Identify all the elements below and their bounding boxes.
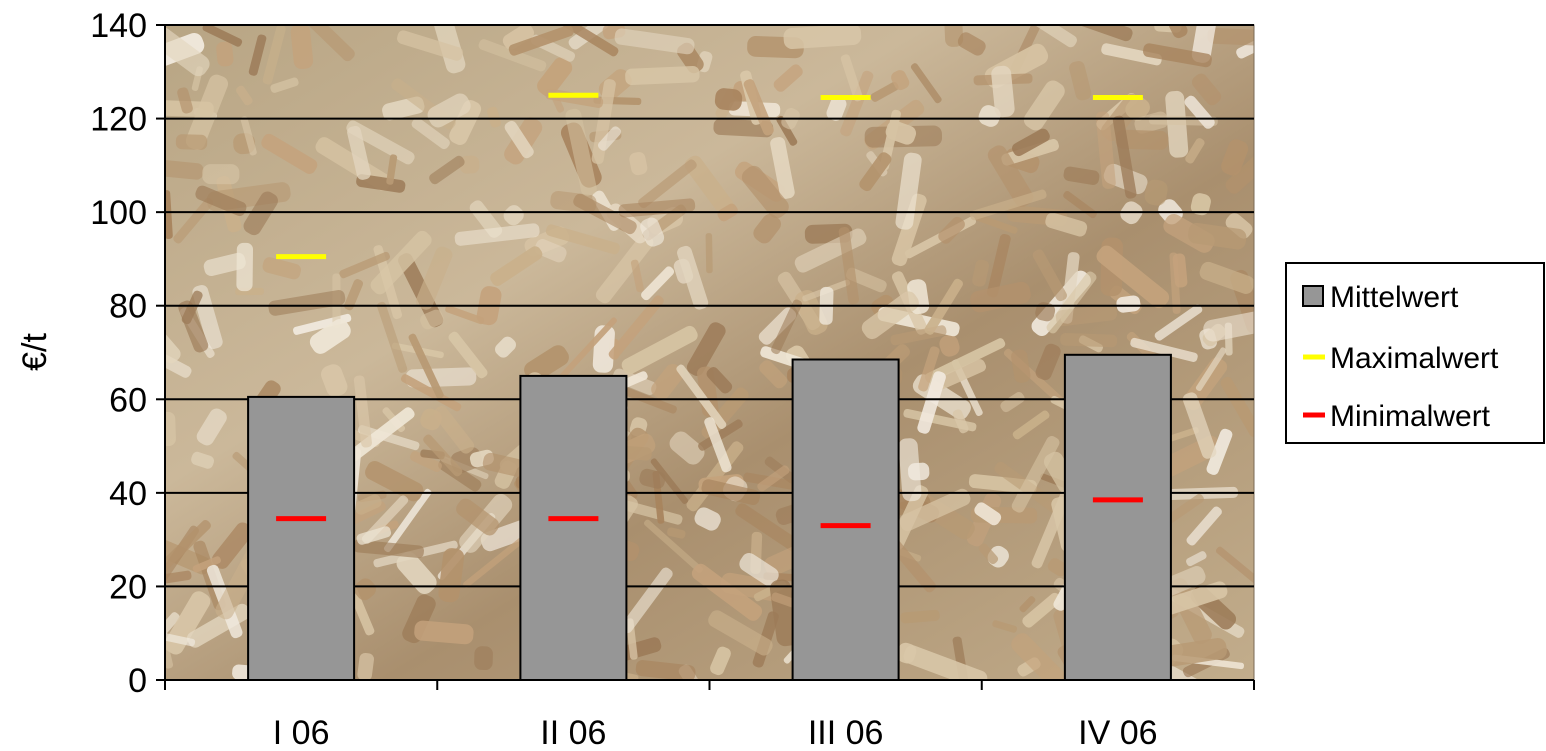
markers <box>276 92 1143 529</box>
y-tick-label: 140 <box>90 7 147 45</box>
y-tick-label: 80 <box>109 288 147 326</box>
x-axis: I 06 II 06 III 06 IV 06 <box>164 679 1255 751</box>
x-tick-label: IV 06 <box>1078 714 1157 751</box>
legend-label: Minimalwert <box>1330 400 1491 433</box>
bar-mittelwert <box>519 374 628 681</box>
legend-label: Maximalwert <box>1330 342 1499 375</box>
y-axis-title: €/t <box>16 333 54 371</box>
bar-mittelwert <box>1063 353 1172 681</box>
bar-mittelwert <box>791 358 900 681</box>
legend-label: Mittelwert <box>1330 281 1459 314</box>
y-tick-label: 100 <box>90 194 147 232</box>
x-tick-label: I 06 <box>273 714 330 751</box>
y-tick-label: 0 <box>128 662 147 700</box>
y-tick-label: 40 <box>109 475 147 513</box>
y-tick-label: 120 <box>90 101 147 139</box>
bar-mittelwert <box>247 395 356 681</box>
y-tick-label: 20 <box>109 568 147 606</box>
x-tick-label: II 06 <box>540 714 606 751</box>
legend: Mittelwert Maximalwert Minimalwert <box>1285 262 1545 444</box>
bars <box>247 353 1172 681</box>
y-tick-label: 60 <box>109 381 147 419</box>
legend-swatch-mittelwert <box>1302 285 1324 307</box>
x-tick-label: III 06 <box>808 714 884 751</box>
y-axis: 0 20 40 60 80 100 120 140 <box>90 7 166 700</box>
